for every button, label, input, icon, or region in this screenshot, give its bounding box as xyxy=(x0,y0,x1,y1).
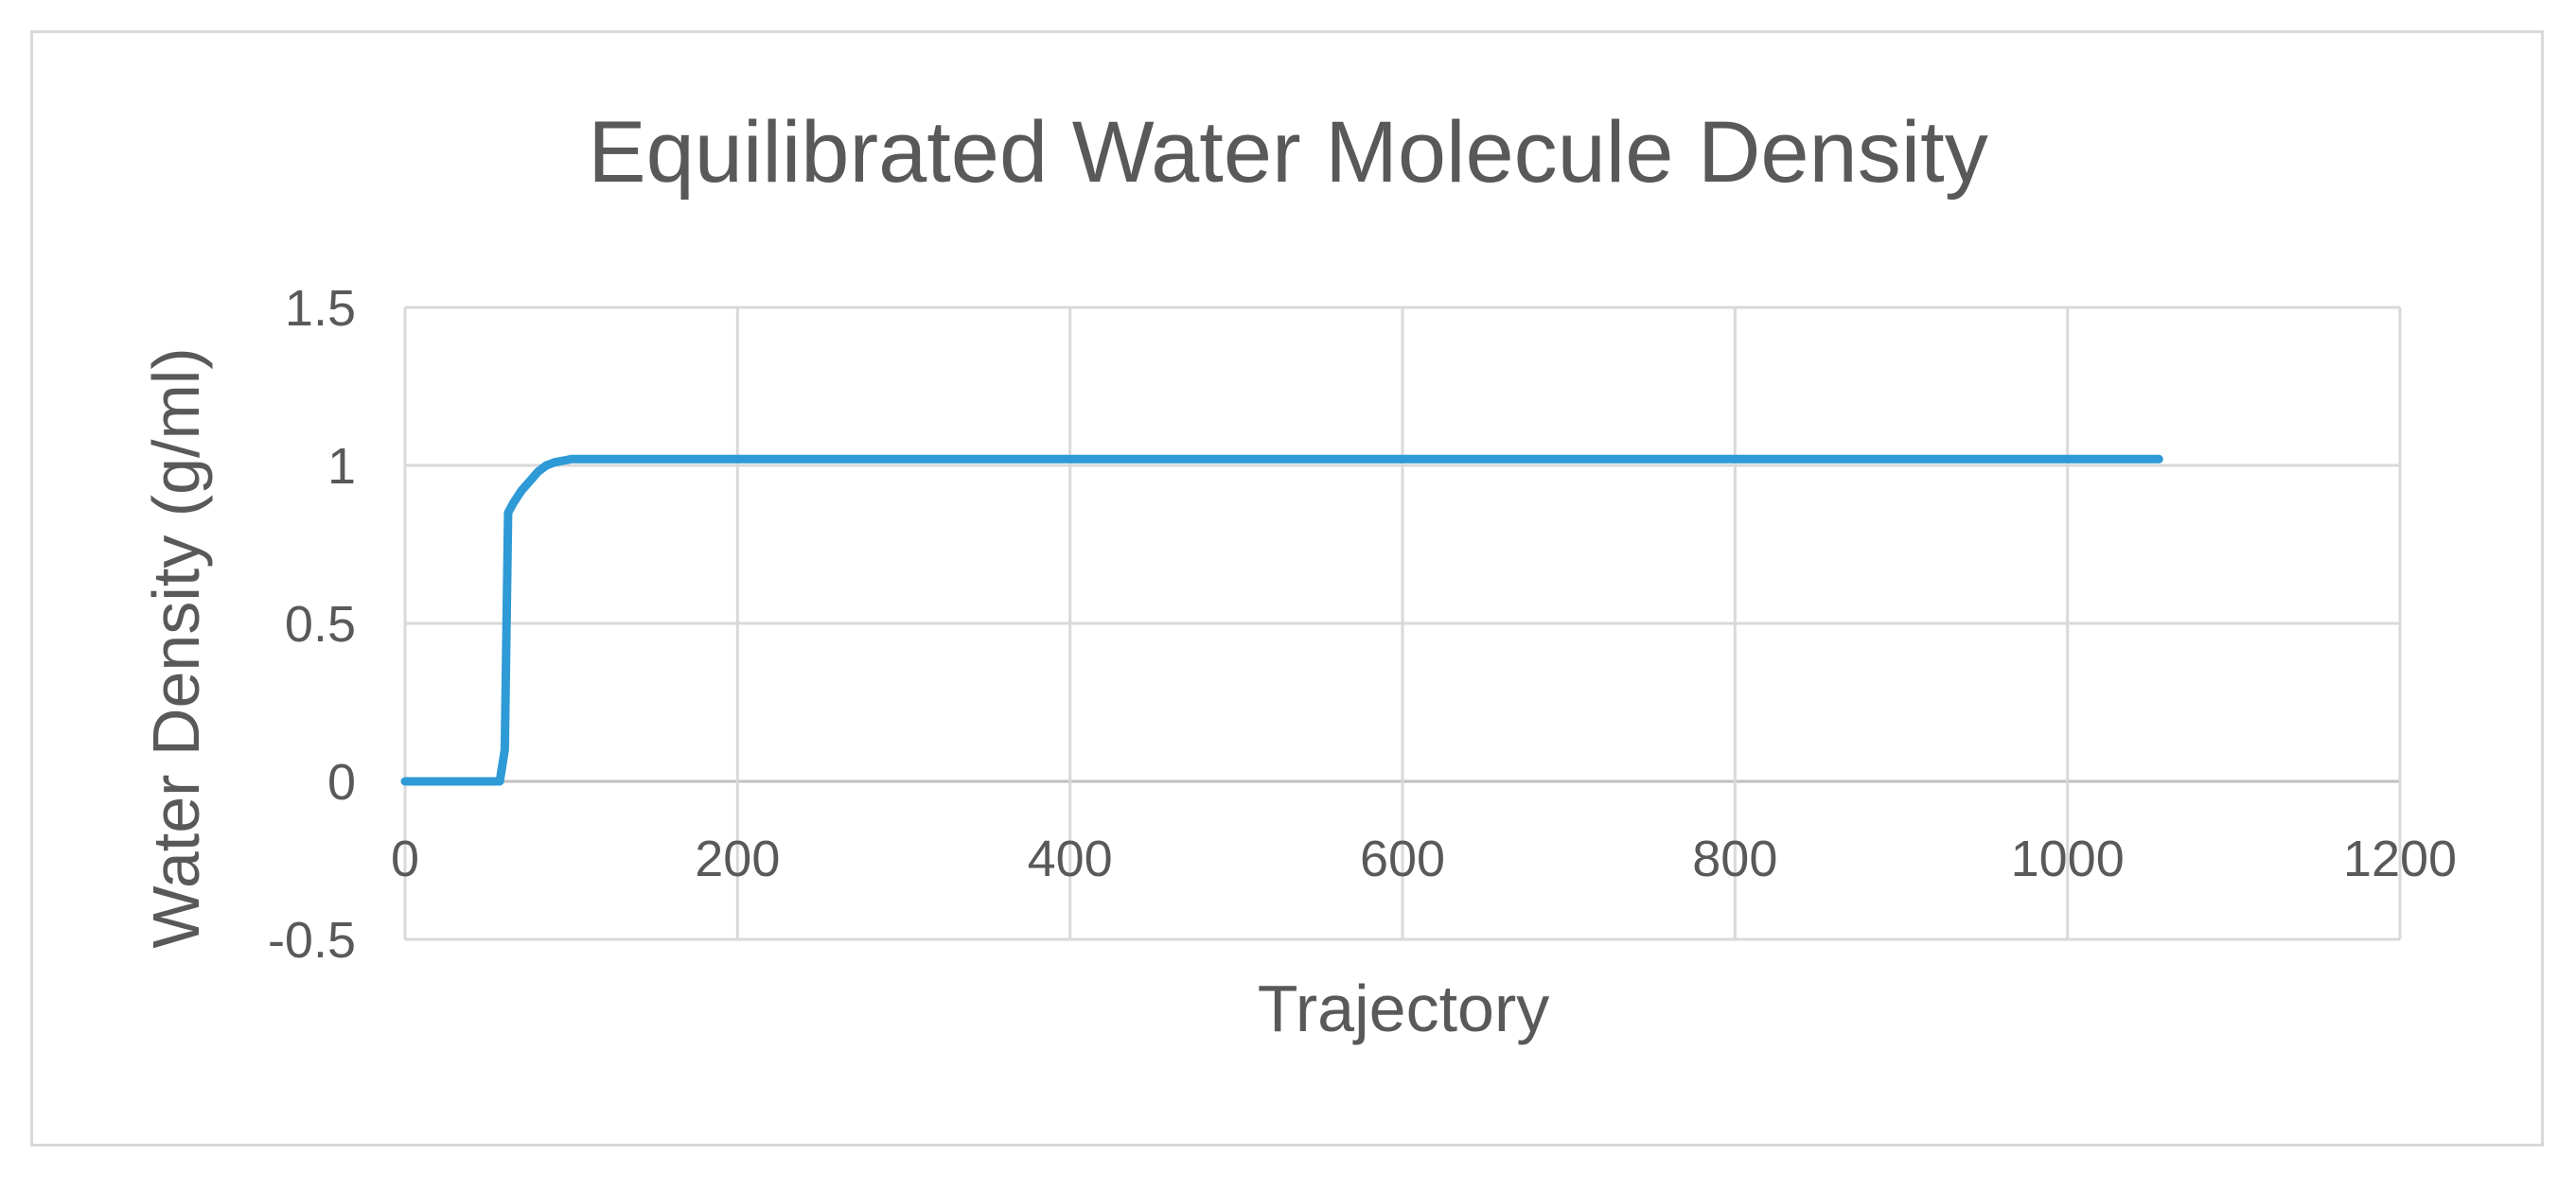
y-axis-title: Water Density (g/ml) xyxy=(139,347,213,948)
x-tick-label: 1200 xyxy=(2343,831,2457,887)
x-tick-label: 600 xyxy=(1360,831,1445,887)
grid-lines xyxy=(403,306,2402,941)
chart-frame xyxy=(30,30,2544,1147)
x-tick-labels: 0 200 400 600 800 1000 1200 xyxy=(391,831,2457,887)
y-tick-label: 1.5 xyxy=(285,280,356,337)
x-tick-label: 800 xyxy=(1692,831,1777,887)
x-tick-label: 1000 xyxy=(2011,831,2125,887)
y-tick-label: 0.5 xyxy=(285,596,356,653)
y-tick-label: 1 xyxy=(327,438,356,495)
x-tick-label: 0 xyxy=(391,831,419,887)
y-tick-label: -0.5 xyxy=(268,912,356,969)
x-axis-title: Trajectory xyxy=(1258,972,1550,1045)
x-tick-label: 400 xyxy=(1028,831,1113,887)
x-tick-label: 200 xyxy=(695,831,780,887)
series-line xyxy=(400,454,2163,786)
y-tick-labels: -0.5 0 0.5 1 1.5 xyxy=(268,280,356,969)
chart-title: Equilibrated Water Molecule Density xyxy=(588,104,1987,201)
series-layer xyxy=(400,454,2163,786)
y-tick-label: 0 xyxy=(327,754,356,811)
